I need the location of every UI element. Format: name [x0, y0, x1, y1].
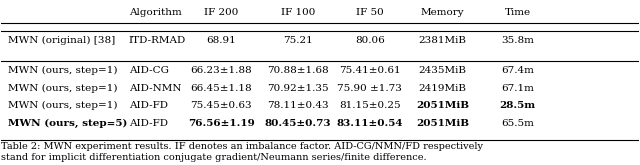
Text: 68.91: 68.91 [206, 36, 236, 45]
Text: Algorithm: Algorithm [129, 8, 182, 17]
Text: 2381MiB: 2381MiB [419, 36, 467, 45]
Text: 83.11±0.54: 83.11±0.54 [337, 119, 403, 128]
Text: Table 2: MWN experiment results. IF denotes an imbalance factor. AID-CG/NMN/FD r: Table 2: MWN experiment results. IF deno… [1, 142, 483, 162]
Text: 75.90 ±1.73: 75.90 ±1.73 [337, 84, 402, 93]
Text: 2051MiB: 2051MiB [416, 119, 469, 128]
Text: 35.8m: 35.8m [501, 36, 534, 45]
Text: 81.15±0.25: 81.15±0.25 [339, 101, 401, 110]
Text: 65.5m: 65.5m [501, 119, 534, 128]
Text: MWN (original) [38]: MWN (original) [38] [8, 36, 115, 45]
Text: 76.56±1.19: 76.56±1.19 [188, 119, 255, 128]
Text: 70.92±1.35: 70.92±1.35 [267, 84, 328, 93]
Text: 2419MiB: 2419MiB [419, 84, 467, 93]
Text: 80.45±0.73: 80.45±0.73 [264, 119, 331, 128]
Text: Time: Time [504, 8, 531, 17]
Text: 2051MiB: 2051MiB [416, 101, 469, 110]
Text: 75.21: 75.21 [283, 36, 312, 45]
Text: 2435MiB: 2435MiB [419, 66, 467, 75]
Text: 78.11±0.43: 78.11±0.43 [267, 101, 328, 110]
Text: 28.5m: 28.5m [499, 101, 536, 110]
Text: MWN (ours, step=5): MWN (ours, step=5) [8, 119, 127, 128]
Text: 70.88±1.68: 70.88±1.68 [267, 66, 328, 75]
Text: IF 100: IF 100 [280, 8, 315, 17]
Text: 66.45±1.18: 66.45±1.18 [191, 84, 252, 93]
Text: AID-NMN: AID-NMN [129, 84, 181, 93]
Text: IF 200: IF 200 [204, 8, 239, 17]
Text: 67.1m: 67.1m [501, 84, 534, 93]
Text: 67.4m: 67.4m [501, 66, 534, 75]
Text: ITD-RMAD: ITD-RMAD [129, 36, 186, 45]
Text: AID-CG: AID-CG [129, 66, 169, 75]
Text: MWN (ours, step=1): MWN (ours, step=1) [8, 66, 117, 75]
Text: 66.23±1.88: 66.23±1.88 [191, 66, 252, 75]
Text: 80.06: 80.06 [355, 36, 385, 45]
Text: 75.45±0.63: 75.45±0.63 [191, 101, 252, 110]
Text: IF 50: IF 50 [356, 8, 383, 17]
Text: Memory: Memory [420, 8, 464, 17]
Text: MWN (ours, step=1): MWN (ours, step=1) [8, 101, 117, 110]
Text: AID-FD: AID-FD [129, 101, 168, 110]
Text: MWN (ours, step=1): MWN (ours, step=1) [8, 84, 117, 93]
Text: AID-FD: AID-FD [129, 119, 168, 128]
Text: 75.41±0.61: 75.41±0.61 [339, 66, 401, 75]
